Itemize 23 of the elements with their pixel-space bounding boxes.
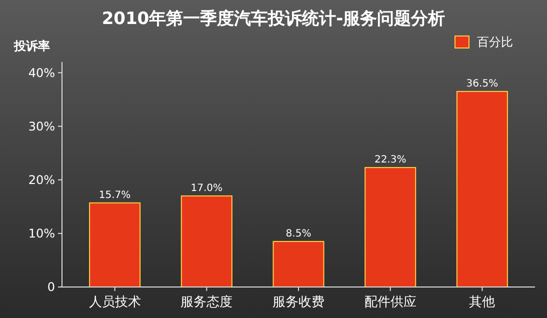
x-tick-label: 服务收费 — [272, 295, 324, 310]
y-tick-label: 40% — [28, 66, 55, 80]
bar — [180, 195, 232, 288]
x-tick-label: 服务态度 — [180, 294, 233, 310]
y-tick-label: 10% — [28, 226, 55, 241]
data-label: 22.3% — [374, 154, 406, 166]
x-tick-label: 人员技术 — [88, 295, 141, 310]
bar — [272, 240, 324, 288]
y-tick-label: 20% — [28, 173, 55, 188]
legend-label: 百分比 — [477, 35, 513, 50]
data-label: 15.7% — [98, 190, 131, 201]
bar — [364, 167, 416, 288]
bar — [89, 202, 141, 288]
y-tick-label: 30% — [28, 119, 55, 134]
data-label: 36.5% — [466, 78, 498, 90]
bar — [456, 90, 508, 288]
data-label: 8.5% — [286, 228, 312, 240]
x-tick-label: 配件供应 — [364, 294, 416, 310]
y-tick-label: 0 — [47, 280, 55, 294]
data-label: 17.0% — [190, 182, 223, 194]
chart-title: 2010年第一季度汽车投诉统计-服务问题分析 — [102, 9, 446, 29]
x-tick-label: 其他 — [469, 295, 496, 310]
y-axis-title: 投诉率 — [13, 39, 50, 53]
